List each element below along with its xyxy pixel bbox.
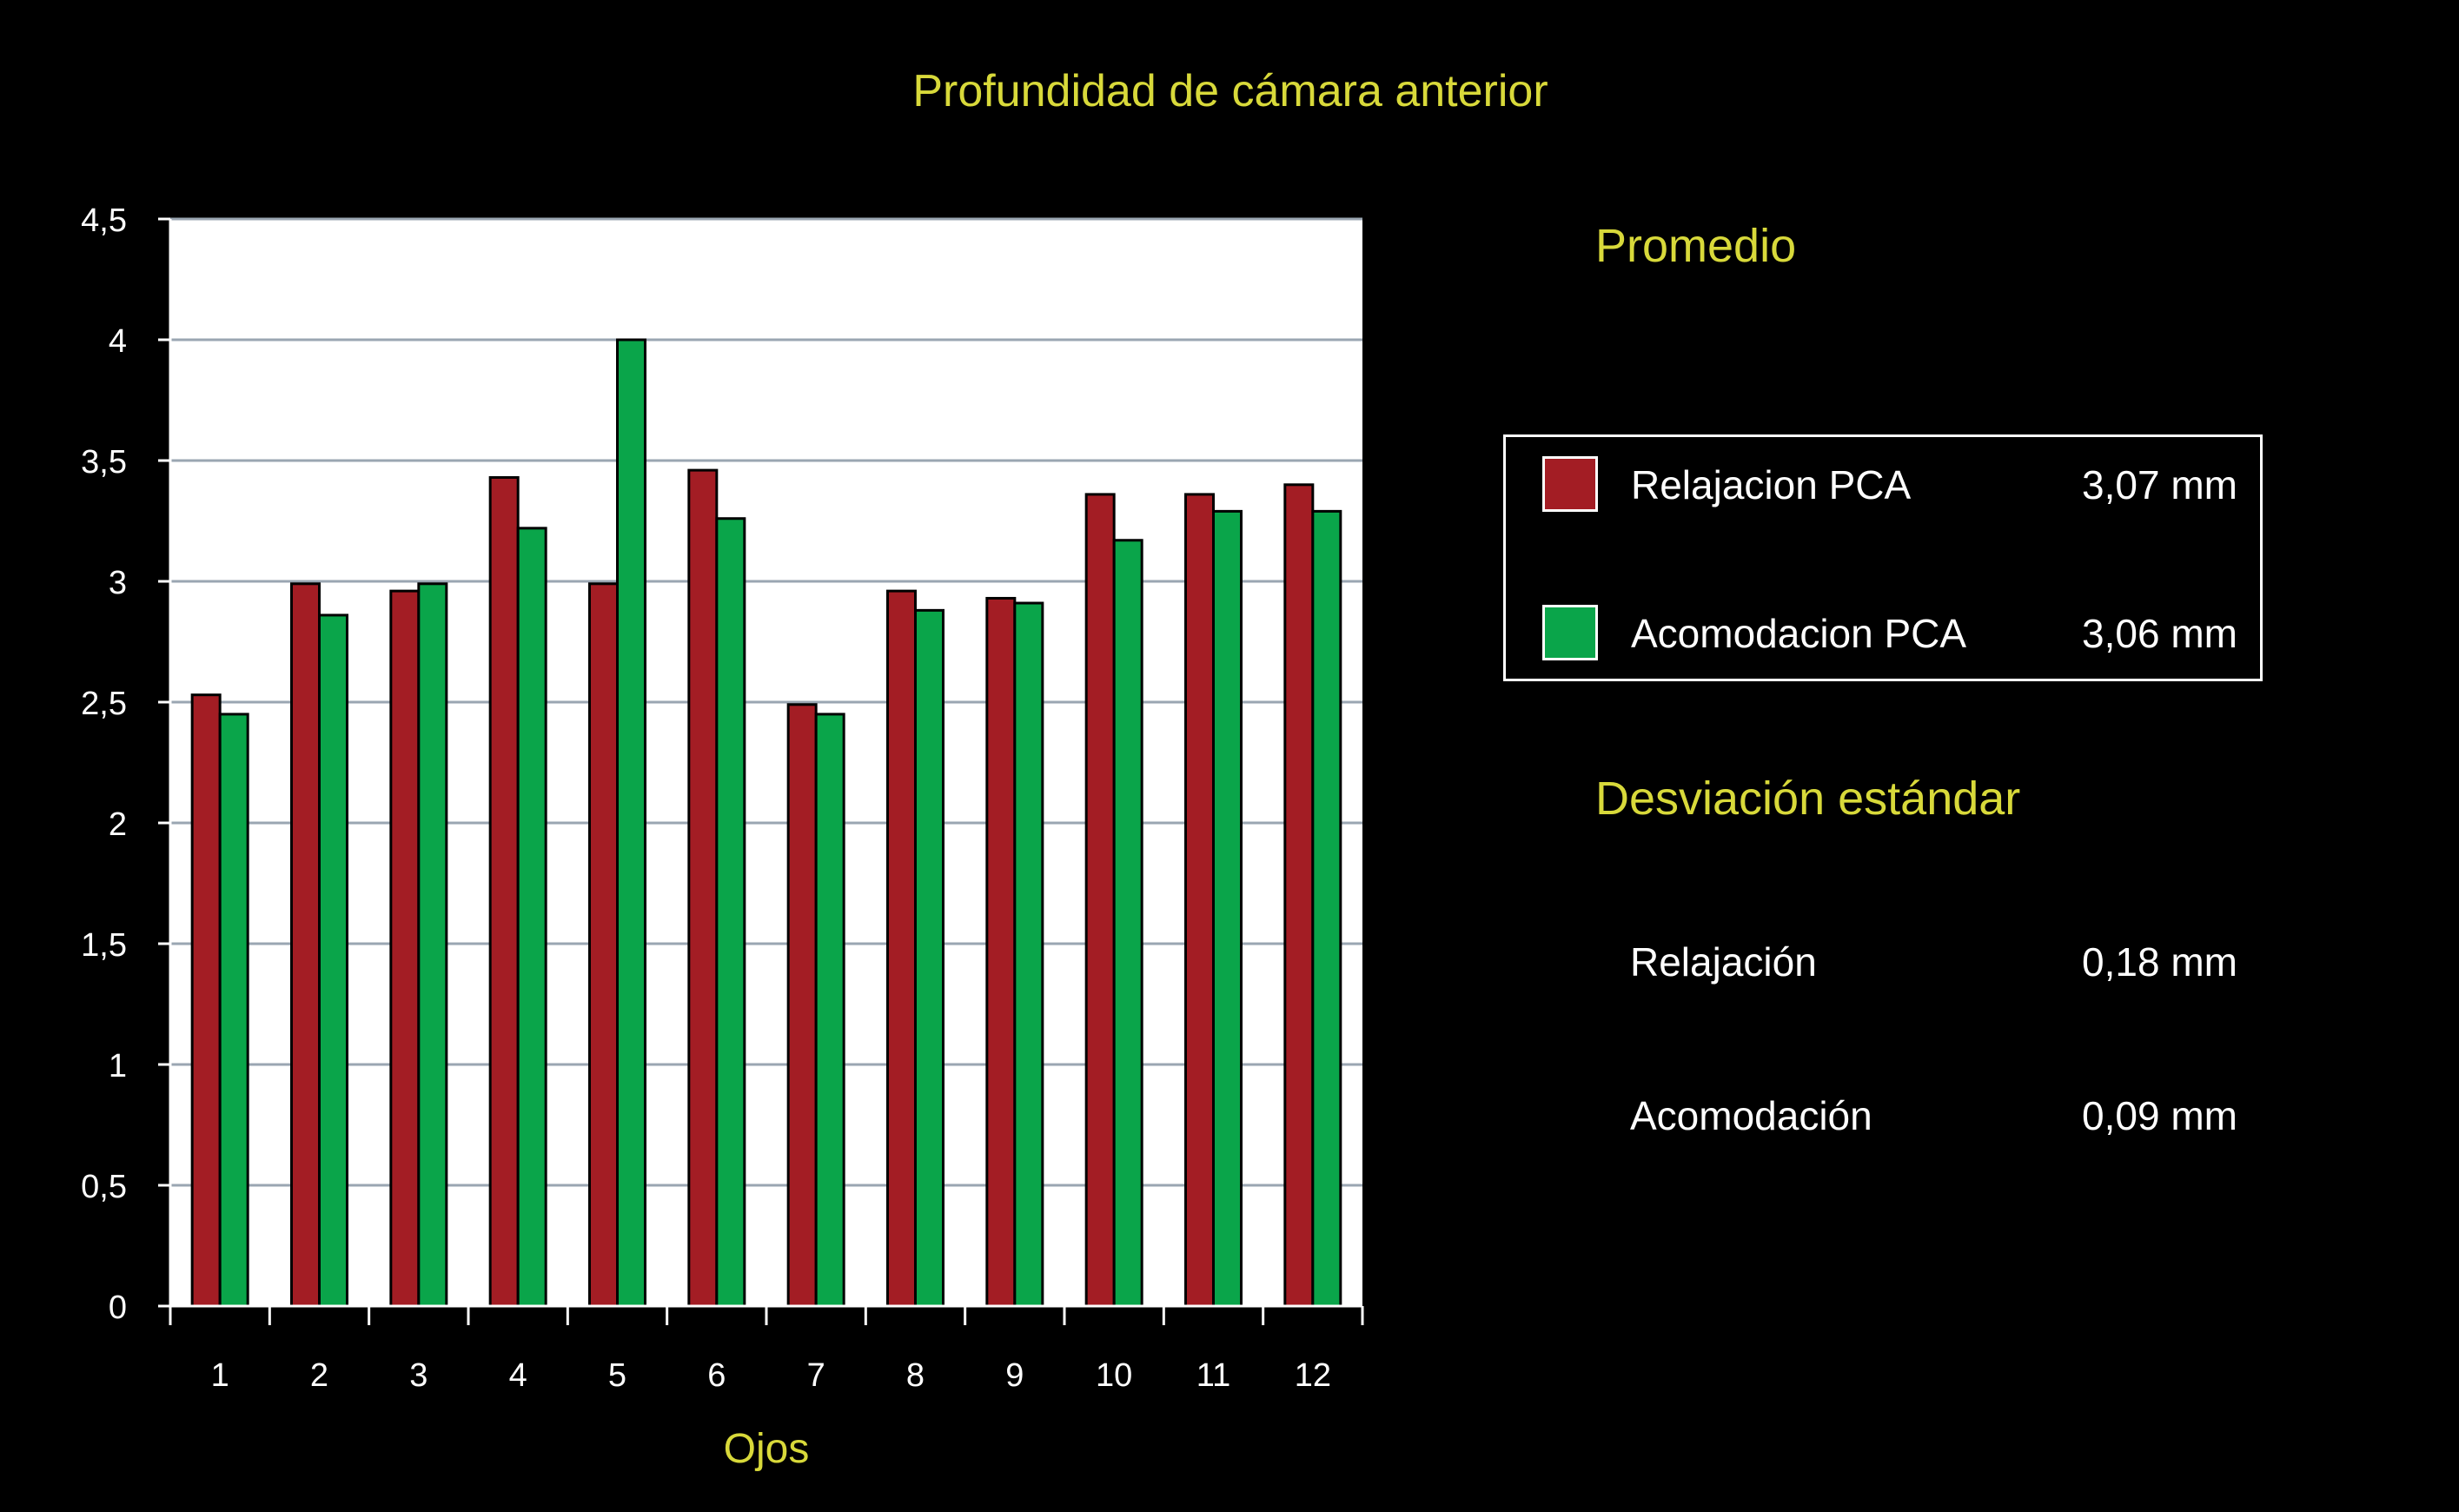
legend-value-acomodacion: 3,06 mm bbox=[2082, 611, 2237, 656]
x-tick-label: 9 bbox=[1005, 1357, 1024, 1394]
bar-acomodacion-6 bbox=[715, 517, 746, 1308]
bar-acomodacion-11 bbox=[1212, 509, 1243, 1308]
y-tick-label: 4,5 bbox=[81, 202, 127, 239]
plot-area bbox=[170, 219, 1362, 1306]
y-tick-label: 4 bbox=[109, 323, 127, 360]
x-tick-label: 8 bbox=[906, 1357, 925, 1394]
sd-label-relajacion: Relajación bbox=[1630, 939, 1817, 985]
bar-relajacion-5 bbox=[588, 582, 619, 1308]
x-tick-label: 3 bbox=[409, 1357, 428, 1394]
bar-relajacion-12 bbox=[1283, 483, 1315, 1308]
y-tick-label: 0,5 bbox=[81, 1169, 127, 1205]
bar-relajacion-7 bbox=[786, 703, 818, 1308]
x-tick-label: 7 bbox=[807, 1357, 825, 1394]
bar-acomodacion-7 bbox=[814, 713, 845, 1308]
x-tick-label: 12 bbox=[1295, 1357, 1331, 1394]
bar-relajacion-11 bbox=[1184, 493, 1215, 1308]
x-axis-label: Ojos bbox=[723, 1426, 810, 1472]
chart-title: Profundidad de cámara anterior bbox=[912, 66, 1548, 116]
x-tick-label: 11 bbox=[1196, 1357, 1230, 1394]
bar-acomodacion-12 bbox=[1311, 509, 1342, 1308]
y-tick-label: 3 bbox=[109, 565, 127, 601]
bar-relajacion-3 bbox=[389, 589, 421, 1308]
bar-relajacion-1 bbox=[190, 693, 222, 1308]
y-tick-label: 2,5 bbox=[81, 686, 127, 722]
legend-item-relajacion: Relajacion PCA 3,07 mm bbox=[1506, 456, 2260, 512]
legend-label-relajacion: Relajacion PCA bbox=[1631, 462, 1912, 507]
promedio-heading: Promedio bbox=[1595, 220, 1797, 272]
bar-relajacion-10 bbox=[1084, 493, 1116, 1308]
y-tick-label: 2 bbox=[109, 806, 127, 843]
x-tick-label: 1 bbox=[211, 1357, 229, 1394]
desviacion-heading: Desviación estándar bbox=[1595, 773, 2021, 825]
bar-relajacion-4 bbox=[488, 475, 520, 1308]
y-tick-label: 1 bbox=[109, 1048, 127, 1084]
x-tick-label: 6 bbox=[707, 1357, 726, 1394]
sd-value-relajacion: 0,18 mm bbox=[2082, 939, 2237, 985]
x-tick-label: 5 bbox=[608, 1357, 626, 1394]
bar-relajacion-2 bbox=[290, 582, 321, 1308]
y-tick-label: 3,5 bbox=[81, 444, 127, 481]
sd-value-acomodacion: 0,09 mm bbox=[2082, 1093, 2237, 1138]
bar-acomodacion-2 bbox=[318, 613, 348, 1308]
acomodacion-swatch bbox=[1542, 605, 1598, 660]
bar-acomodacion-8 bbox=[914, 608, 944, 1308]
legend-item-acomodacion: Acomodacion PCA 3,06 mm bbox=[1506, 605, 2260, 660]
bar-relajacion-6 bbox=[687, 468, 719, 1308]
bar-relajacion-8 bbox=[886, 589, 917, 1308]
bar-acomodacion-5 bbox=[616, 338, 646, 1308]
legend-box: Relajacion PCA 3,07 mm Acomodacion PCA 3… bbox=[1503, 434, 2263, 681]
bar-relajacion-9 bbox=[985, 596, 1017, 1308]
bar-acomodacion-4 bbox=[516, 527, 547, 1308]
bar-acomodacion-10 bbox=[1112, 539, 1143, 1308]
bar-acomodacion-1 bbox=[218, 713, 249, 1308]
sd-label-acomodacion: Acomodación bbox=[1630, 1093, 1872, 1138]
x-tick-label: 10 bbox=[1096, 1357, 1132, 1394]
y-tick-label: 0 bbox=[109, 1290, 127, 1326]
x-tick-label: 4 bbox=[509, 1357, 527, 1394]
bar-acomodacion-3 bbox=[417, 582, 448, 1308]
y-tick-label: 1,5 bbox=[81, 927, 127, 964]
relajacion-swatch bbox=[1542, 456, 1598, 512]
bar-acomodacion-9 bbox=[1013, 601, 1044, 1308]
x-tick-label: 2 bbox=[310, 1357, 328, 1394]
legend-value-relajacion: 3,07 mm bbox=[2082, 462, 2237, 507]
legend-label-acomodacion: Acomodacion PCA bbox=[1631, 611, 1967, 656]
